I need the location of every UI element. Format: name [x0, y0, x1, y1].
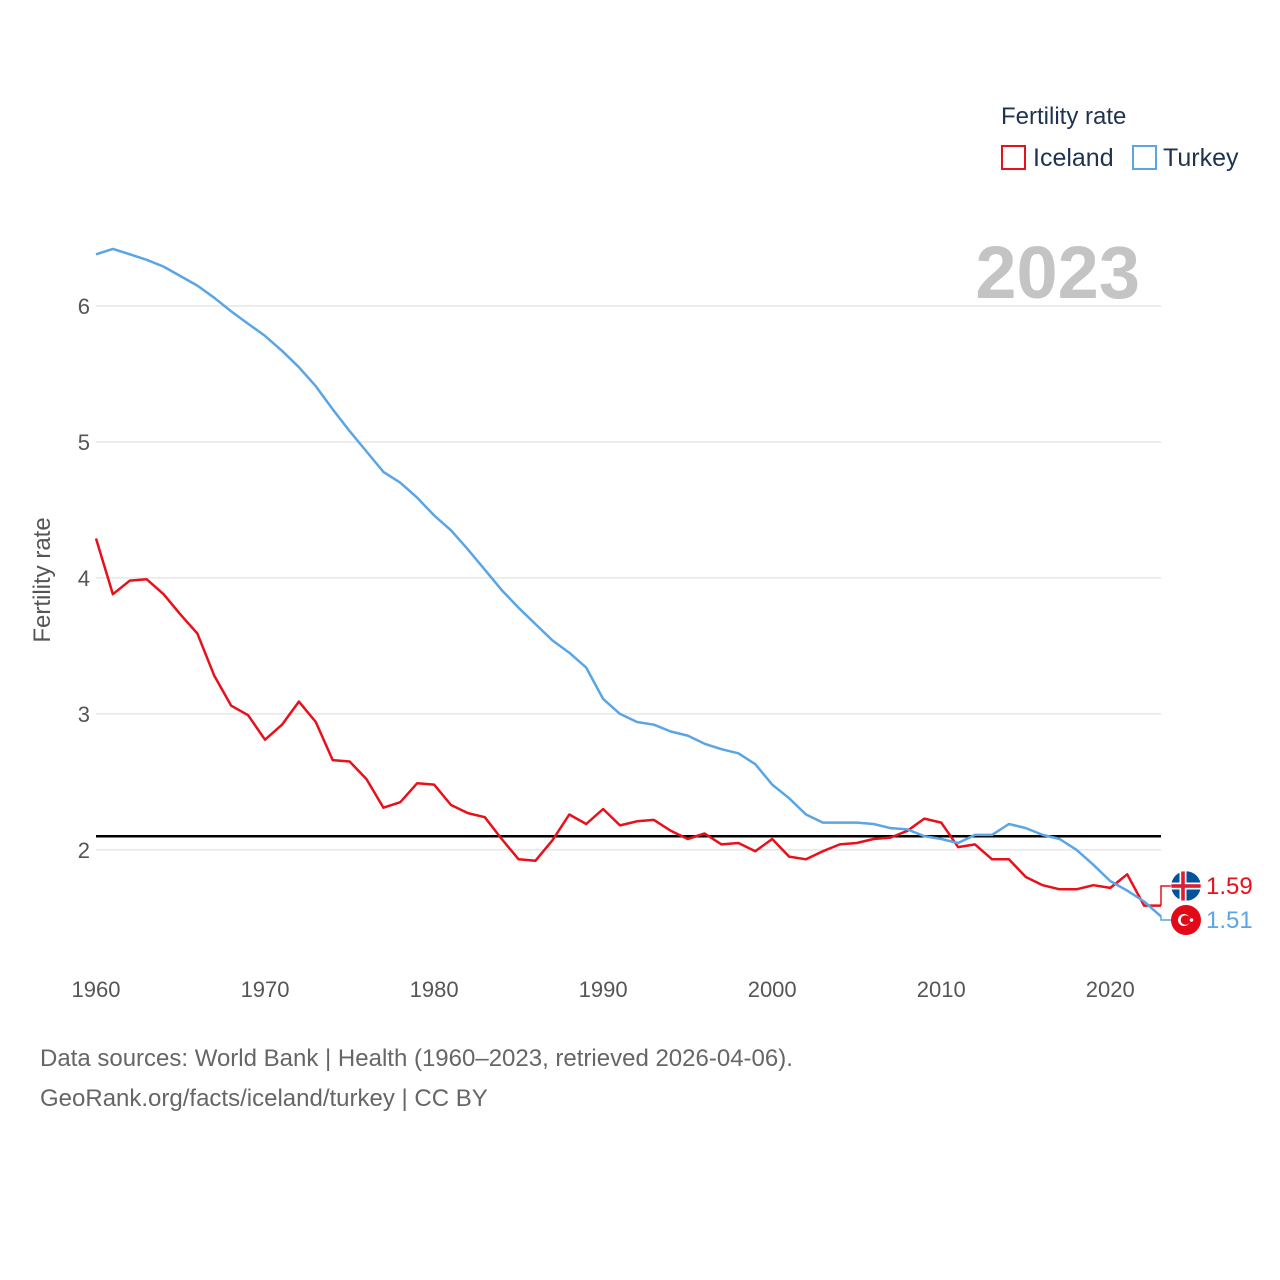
legend[interactable]: Fertility rate Iceland Turkey — [1001, 103, 1239, 172]
x-tick-label: 1980 — [410, 977, 459, 1002]
x-tick-label: 2010 — [917, 977, 966, 1002]
x-axis-ticks: 1960 1970 1980 1990 2000 2010 2020 — [72, 977, 1135, 1002]
iceland-flag-icon — [1170, 870, 1202, 902]
y-tick-label: 3 — [78, 702, 90, 727]
series-line-turkey[interactable] — [95, 247, 1162, 918]
series-line-iceland[interactable] — [94, 538, 1161, 907]
x-tick-label: 2000 — [748, 977, 797, 1002]
y-tick-label: 2 — [78, 838, 90, 863]
current-year-label: 2023 — [975, 231, 1140, 314]
legend-swatch-iceland[interactable] — [1001, 145, 1026, 170]
x-tick-label: 1990 — [579, 977, 628, 1002]
connector-turkey — [1160, 916, 1172, 921]
data-source-note: Data sources: World Bank | Health (1960–… — [40, 1045, 793, 1072]
y-axis-ticks: 2 3 4 5 6 — [78, 294, 90, 863]
x-tick-label: 1960 — [72, 977, 121, 1002]
attribution-link[interactable]: GeoRank.org/facts/iceland/turkey | CC BY — [40, 1085, 488, 1112]
y-tick-label: 5 — [78, 430, 90, 455]
fertility-rate-chart: 2 3 4 5 6 1960 1970 1980 1990 2000 2010 2020 Ferti… — [29, 103, 1253, 1002]
legend-title: Fertility rate — [1001, 103, 1126, 130]
gridlines — [96, 305, 1161, 851]
end-label-turkey: 1.51 — [1206, 907, 1253, 934]
connector-iceland — [1160, 885, 1172, 906]
x-tick-label: 1970 — [241, 977, 290, 1002]
turkey-flag-icon — [1171, 905, 1201, 935]
legend-label-iceland[interactable]: Iceland — [1033, 144, 1114, 172]
legend-swatch-turkey[interactable] — [1132, 145, 1157, 170]
series-lines — [94, 247, 1162, 918]
y-tick-label: 6 — [78, 294, 90, 319]
x-tick-label: 2020 — [1086, 977, 1135, 1002]
y-axis-label: Fertility rate — [29, 517, 56, 642]
legend-label-turkey[interactable]: Turkey — [1163, 144, 1239, 172]
y-tick-label: 4 — [78, 566, 90, 591]
end-label-iceland: 1.59 — [1206, 873, 1253, 900]
end-labels: 1.59 1.51 — [1160, 870, 1253, 935]
